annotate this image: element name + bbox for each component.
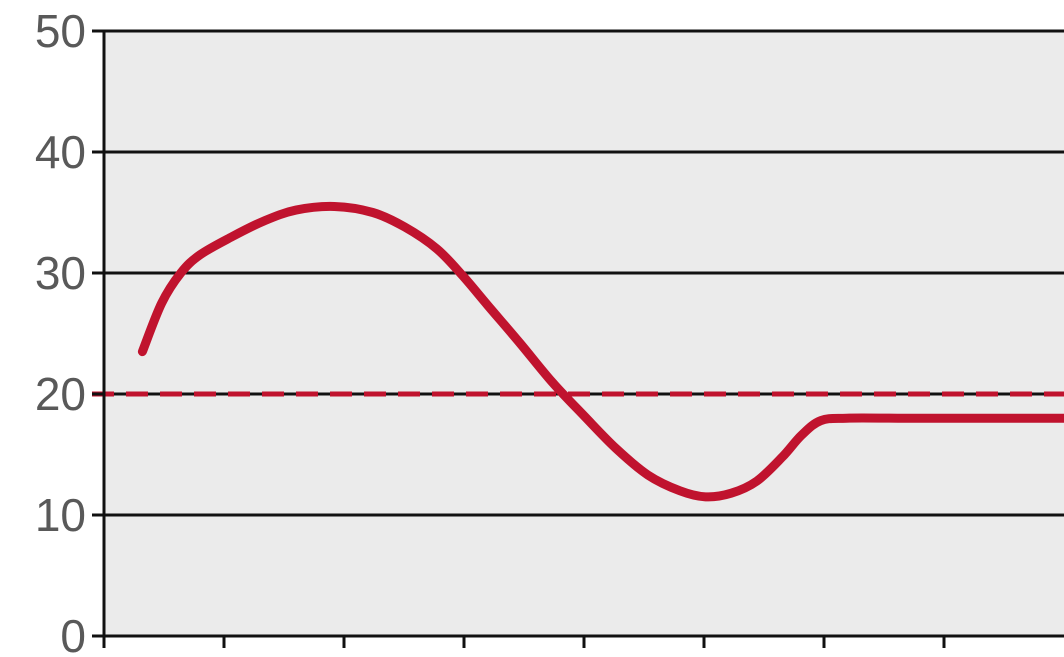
x-axis-ticks	[102, 636, 946, 648]
y-axis-ticks: 0 10 20 30 40 50	[35, 5, 104, 657]
series-lines	[137, 201, 1064, 502]
y-tick-label: 50	[35, 5, 86, 57]
y-tick-label: 20	[35, 368, 86, 420]
y-tick-label: 10	[35, 489, 86, 541]
y-tick-label: 40	[35, 126, 86, 178]
y-tick-label: 30	[35, 247, 86, 299]
plot-area	[104, 31, 1064, 636]
y-tick-label: 0	[60, 610, 86, 657]
series-line	[137, 201, 1064, 502]
